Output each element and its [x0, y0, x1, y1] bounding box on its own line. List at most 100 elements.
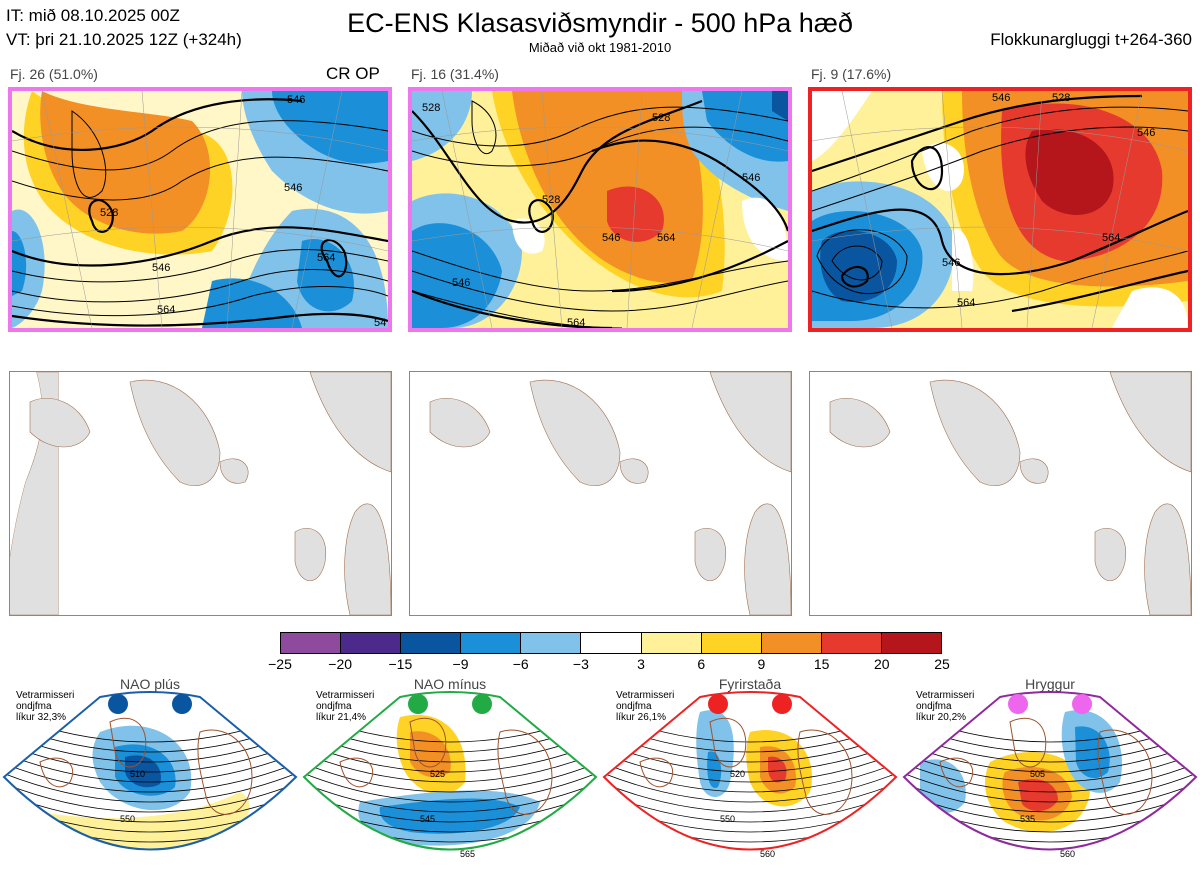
cluster-3-label: Fj. 9 (17.6%)	[811, 66, 892, 82]
colorbar-swatch	[281, 633, 341, 653]
contour-label: 565	[460, 849, 475, 859]
coastline	[939, 717, 1153, 815]
height-contour	[904, 741, 1196, 773]
regime-info-line: líkur 20,2%	[916, 712, 967, 723]
colorbar-swatch	[520, 633, 581, 653]
contour-label: 564	[567, 317, 585, 328]
height-contour	[604, 821, 896, 850]
colorbar-swatch	[640, 633, 701, 653]
regime-frame	[2, 691, 298, 851]
regime-panel: 525 545 565 Vetrarmisseri ondjfma líkur 21,4%…	[300, 672, 600, 871]
regime-marker-dot	[172, 694, 192, 714]
regime-marker-dot	[772, 694, 792, 714]
anomaly-shading	[768, 756, 787, 783]
colorbar-tick-label: −9	[452, 656, 469, 672]
regime-name: NAO mínus	[413, 676, 487, 692]
regime-info-line: líkur 32,3%	[16, 712, 67, 723]
regime-info: Vetrarmisseri ondjfma líkur 26,1%	[616, 690, 674, 723]
regime-panel: 520 550 560 Vetrarmisseri ondjfma líkur 26,1%…	[600, 672, 900, 871]
regime-info: Vetrarmisseri ondjfma líkur 32,3%	[16, 690, 74, 723]
colorbar-swatch	[400, 633, 461, 653]
height-contour	[604, 751, 896, 783]
contour-label: 545	[420, 814, 435, 824]
contour-label: 564	[657, 232, 675, 244]
contour-label: 546	[1137, 127, 1155, 139]
regime-info: Vetrarmisseri ondjfma líkur 21,4%	[316, 690, 374, 723]
chart-title: EC-ENS Klasasviðsmyndir - 500 hPa hæð	[347, 8, 853, 38]
empty-map-2	[409, 371, 792, 616]
regime-info-line: ondjfma	[16, 701, 52, 712]
height-contour	[4, 751, 296, 783]
colorbar-swatch	[760, 633, 821, 653]
colorbar-tick-label: −20	[328, 656, 353, 672]
regime-frame	[302, 691, 598, 851]
regime-map: 525 545 565	[302, 691, 598, 859]
height-contour	[904, 771, 1196, 803]
contour-label: 505	[1030, 769, 1045, 779]
coastline	[39, 717, 253, 815]
anomaly-shading	[1010, 850, 1036, 865]
regime-info-line: Vetrarmisseri	[16, 690, 75, 701]
height-contour	[304, 741, 596, 773]
regime-panel: 510 550 Vetrarmisseri ondjfma líkur 32,3% NAO…	[0, 672, 300, 871]
regime-info-line: líkur 21,4%	[316, 712, 367, 723]
height-contour	[904, 781, 1196, 813]
contour-label: 560	[760, 849, 775, 859]
empty-map-3	[809, 371, 1192, 616]
height-contour	[304, 761, 596, 793]
height-contour	[4, 771, 296, 803]
regime-name: Hryggur	[1025, 676, 1075, 692]
regime-info: Vetrarmisseri ondjfma líkur 20,2%	[916, 690, 974, 723]
colorbar-tick-label: 25	[934, 656, 950, 672]
contour-label: 546	[152, 262, 170, 274]
colorbar	[280, 632, 942, 654]
colorbar-tick-label: −6	[512, 656, 529, 672]
regime-marker-dot	[408, 694, 428, 714]
regime-marker-dot	[108, 694, 128, 714]
colorbar-tick-label: 3	[637, 656, 645, 672]
height-contour	[904, 761, 1196, 793]
anomaly-shading	[1018, 779, 1058, 812]
contour-label: 535	[1020, 814, 1035, 824]
height-contour	[304, 791, 596, 823]
contour-label: 528	[100, 207, 118, 219]
contour-label: 546	[287, 94, 305, 106]
colorbar-tick-label: 20	[874, 656, 890, 672]
height-contour	[604, 781, 896, 813]
height-contour	[604, 771, 896, 803]
contour-label: 546	[452, 277, 470, 289]
colorbar-swatch	[700, 633, 761, 653]
anomaly-shading	[920, 759, 966, 813]
height-contour	[604, 741, 896, 773]
contour-label: 54	[374, 317, 386, 328]
height-contour	[4, 781, 296, 813]
anomaly-shading	[379, 798, 520, 834]
regime-info-line: Vetrarmisseri	[916, 690, 975, 701]
contour-label: 564	[957, 297, 975, 309]
colorbar-tick-label: −3	[572, 656, 589, 672]
classification-window: Flokkunargluggi t+264-360	[990, 30, 1192, 49]
height-contour	[4, 791, 296, 823]
anomaly-shading	[1075, 726, 1110, 779]
regime-map: 520 550 560	[602, 691, 898, 859]
contour-label: 546	[942, 257, 960, 269]
coastline	[339, 717, 553, 815]
cluster-1-tag: CR OP	[326, 64, 380, 83]
regime-marker-dot	[1008, 694, 1028, 714]
coastline	[639, 717, 853, 815]
cluster-3-map: 546 528 546 564 546 564	[808, 87, 1192, 332]
colorbar-swatch	[340, 633, 401, 653]
colorbar-swatch	[460, 633, 521, 653]
regime-info-line: Vetrarmisseri	[616, 690, 675, 701]
contour-label: 528	[1052, 92, 1070, 104]
regime-map: 510 550	[2, 691, 298, 851]
regime-name: NAO plús	[120, 676, 180, 692]
height-contour	[304, 781, 596, 813]
empty-map-1	[9, 371, 392, 616]
height-contour	[604, 811, 896, 843]
regime-marker-dot	[1072, 694, 1092, 714]
colorbar-tick-label: 6	[697, 656, 706, 672]
regime-info-line: ondjfma	[316, 701, 352, 712]
contour-label: 546	[602, 232, 620, 244]
contour-label: 528	[652, 112, 670, 124]
